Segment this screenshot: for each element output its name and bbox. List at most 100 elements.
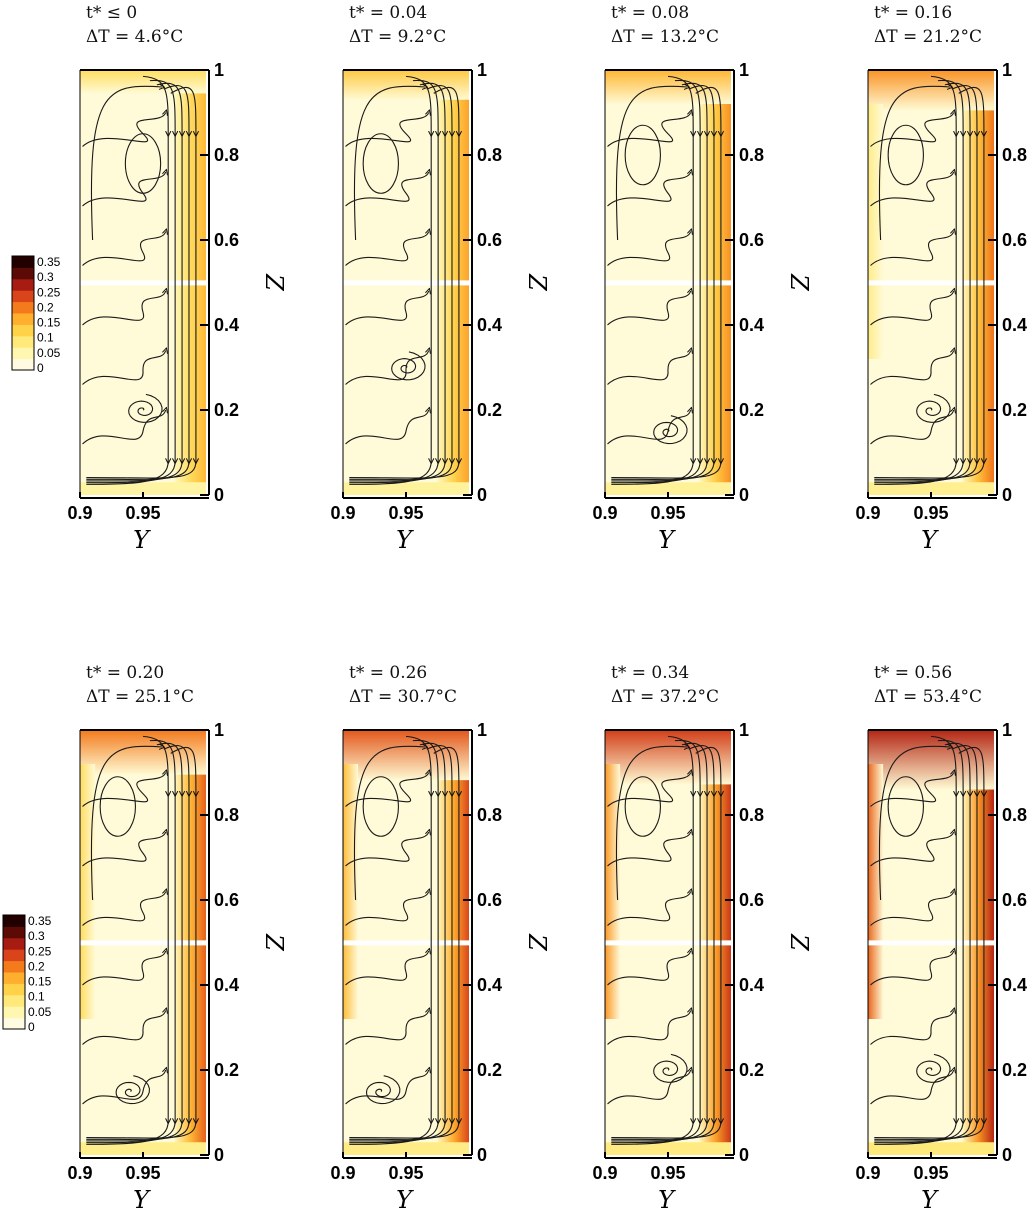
colorbar-swatch: [12, 278, 34, 291]
mid-plane-line: [868, 280, 997, 286]
streamline: [82, 291, 166, 326]
heatmap-top-layer: [605, 730, 731, 785]
colorbar-tick-label: 0.05: [28, 1005, 52, 1019]
z-tick-label: 0.2: [214, 1060, 239, 1080]
streamline: [607, 892, 691, 926]
colorbar-frame: [11, 255, 35, 371]
y-tick-label: 0.95: [650, 1163, 685, 1183]
colorbar-2: 0.350.30.250.2 0.150.10.050: [2, 914, 52, 1034]
vortex-loop: [362, 776, 399, 837]
panel-time-label: t* = 0.04: [349, 3, 427, 23]
heatmap-left-wall: [868, 104, 884, 359]
streamline: [345, 773, 429, 807]
heatmap-bottom-layer: [868, 1142, 994, 1155]
z-tick-label: 1: [214, 60, 224, 80]
colorbar-swatch: [3, 949, 25, 962]
streamline: [607, 410, 691, 445]
streamline: [870, 232, 954, 266]
z-tick-label: 0.6: [214, 890, 239, 910]
streamline: [82, 951, 166, 986]
heatmap-bottom-layer: [343, 482, 469, 495]
vortex-loop: [624, 776, 661, 837]
streamlines: [607, 735, 721, 1145]
z-tick-label: 0: [739, 1145, 749, 1165]
streamline: [607, 951, 691, 986]
z-tick-label: 1: [477, 720, 487, 740]
streamlines: [345, 735, 459, 1145]
colorbar-tick-label: 0: [37, 361, 44, 375]
z-tick-label: 0.4: [1002, 975, 1027, 995]
z-tick-label: 0: [477, 485, 487, 505]
streamline: [611, 85, 714, 480]
streamline: [607, 1011, 691, 1045]
panel-deltaT-label: ΔT = 21.2°C: [874, 27, 982, 47]
z-tick-label: 0.4: [214, 315, 239, 335]
streamline: [874, 85, 977, 480]
vortex-loop: [624, 124, 661, 186]
z-axis-label: Z: [260, 273, 288, 292]
colorbar-frame: [2, 914, 26, 1030]
z-tick-label: 0.2: [214, 400, 239, 420]
heatmap-left-wall: [605, 764, 621, 1019]
z-tick-label: 0: [214, 1145, 224, 1165]
streamline: [615, 86, 686, 241]
colorbar-swatch: [3, 926, 25, 939]
streamline: [345, 951, 429, 986]
mid-plane-line: [343, 280, 472, 286]
panel-3: t* = 0.08 ΔT = 13.2°C 0 0.2 0.4 0.6 0.8 1 Z 0.9 0.…: [592, 3, 813, 554]
streamline: [349, 86, 459, 479]
colorbar-swatch: [3, 994, 25, 1007]
streamline: [345, 232, 429, 266]
heatmap-left-wall: [80, 764, 96, 1019]
panel-deltaT-label: ΔT = 53.4°C: [874, 687, 982, 707]
heatmap-top-layer: [868, 70, 994, 111]
mid-plane-line: [605, 280, 734, 286]
streamline: [82, 1011, 166, 1045]
y-axis-label: Y: [133, 1186, 151, 1214]
z-tick-label: 1: [739, 60, 749, 80]
streamline: [607, 232, 691, 266]
streamline: [611, 746, 721, 1139]
colorbar-tick-label: 0.35: [28, 914, 52, 928]
colorbar-swatch: [12, 313, 34, 325]
z-tick-label: 0.4: [739, 315, 764, 335]
streamline: [86, 746, 196, 1139]
panel-time-label: t* = 0.08: [611, 3, 689, 23]
streamline: [874, 86, 984, 479]
streamline: [870, 172, 954, 207]
z-axis-label: Z: [523, 273, 551, 292]
panel-deltaT-label: ΔT = 25.1°C: [86, 687, 194, 707]
colorbar-1: 0.350.30.250.2 0.150.10.050: [11, 255, 61, 375]
z-tick-label: 0.8: [214, 805, 239, 825]
panel-time-label: t* = 0.16: [874, 3, 952, 23]
y-tick-label: 0.9: [67, 503, 92, 523]
colorbar-tick-label: 0.3: [37, 270, 54, 284]
z-tick-label: 0: [739, 485, 749, 505]
panel-time-label: t* = 0.20: [86, 663, 164, 683]
z-tick-label: 0.6: [477, 230, 502, 250]
colorbar-swatch: [3, 983, 25, 996]
streamlines: [345, 75, 459, 485]
colorbar-tick-label: 0.35: [37, 255, 61, 269]
streamline: [349, 85, 452, 480]
colorbar-swatch: [3, 1017, 25, 1030]
vortex-spiral: [653, 415, 688, 445]
vortex-spiral: [391, 351, 426, 381]
z-tick-label: 0.6: [739, 890, 764, 910]
z-tick-label: 0.4: [477, 315, 502, 335]
z-tick-label: 0.2: [1002, 1060, 1027, 1080]
vortex-loop: [887, 124, 924, 186]
colorbar-tick-label: 0.3: [28, 929, 45, 943]
z-tick-label: 0.2: [739, 400, 764, 420]
streamline: [349, 746, 459, 1139]
streamline: [870, 951, 954, 986]
z-tick-label: 0.8: [477, 805, 502, 825]
z-tick-label: 0: [1002, 485, 1012, 505]
streamline: [90, 746, 161, 901]
y-axis-label: Y: [921, 526, 939, 554]
z-tick-label: 0.8: [739, 145, 764, 165]
streamline: [86, 745, 189, 1140]
streamline: [345, 113, 429, 147]
